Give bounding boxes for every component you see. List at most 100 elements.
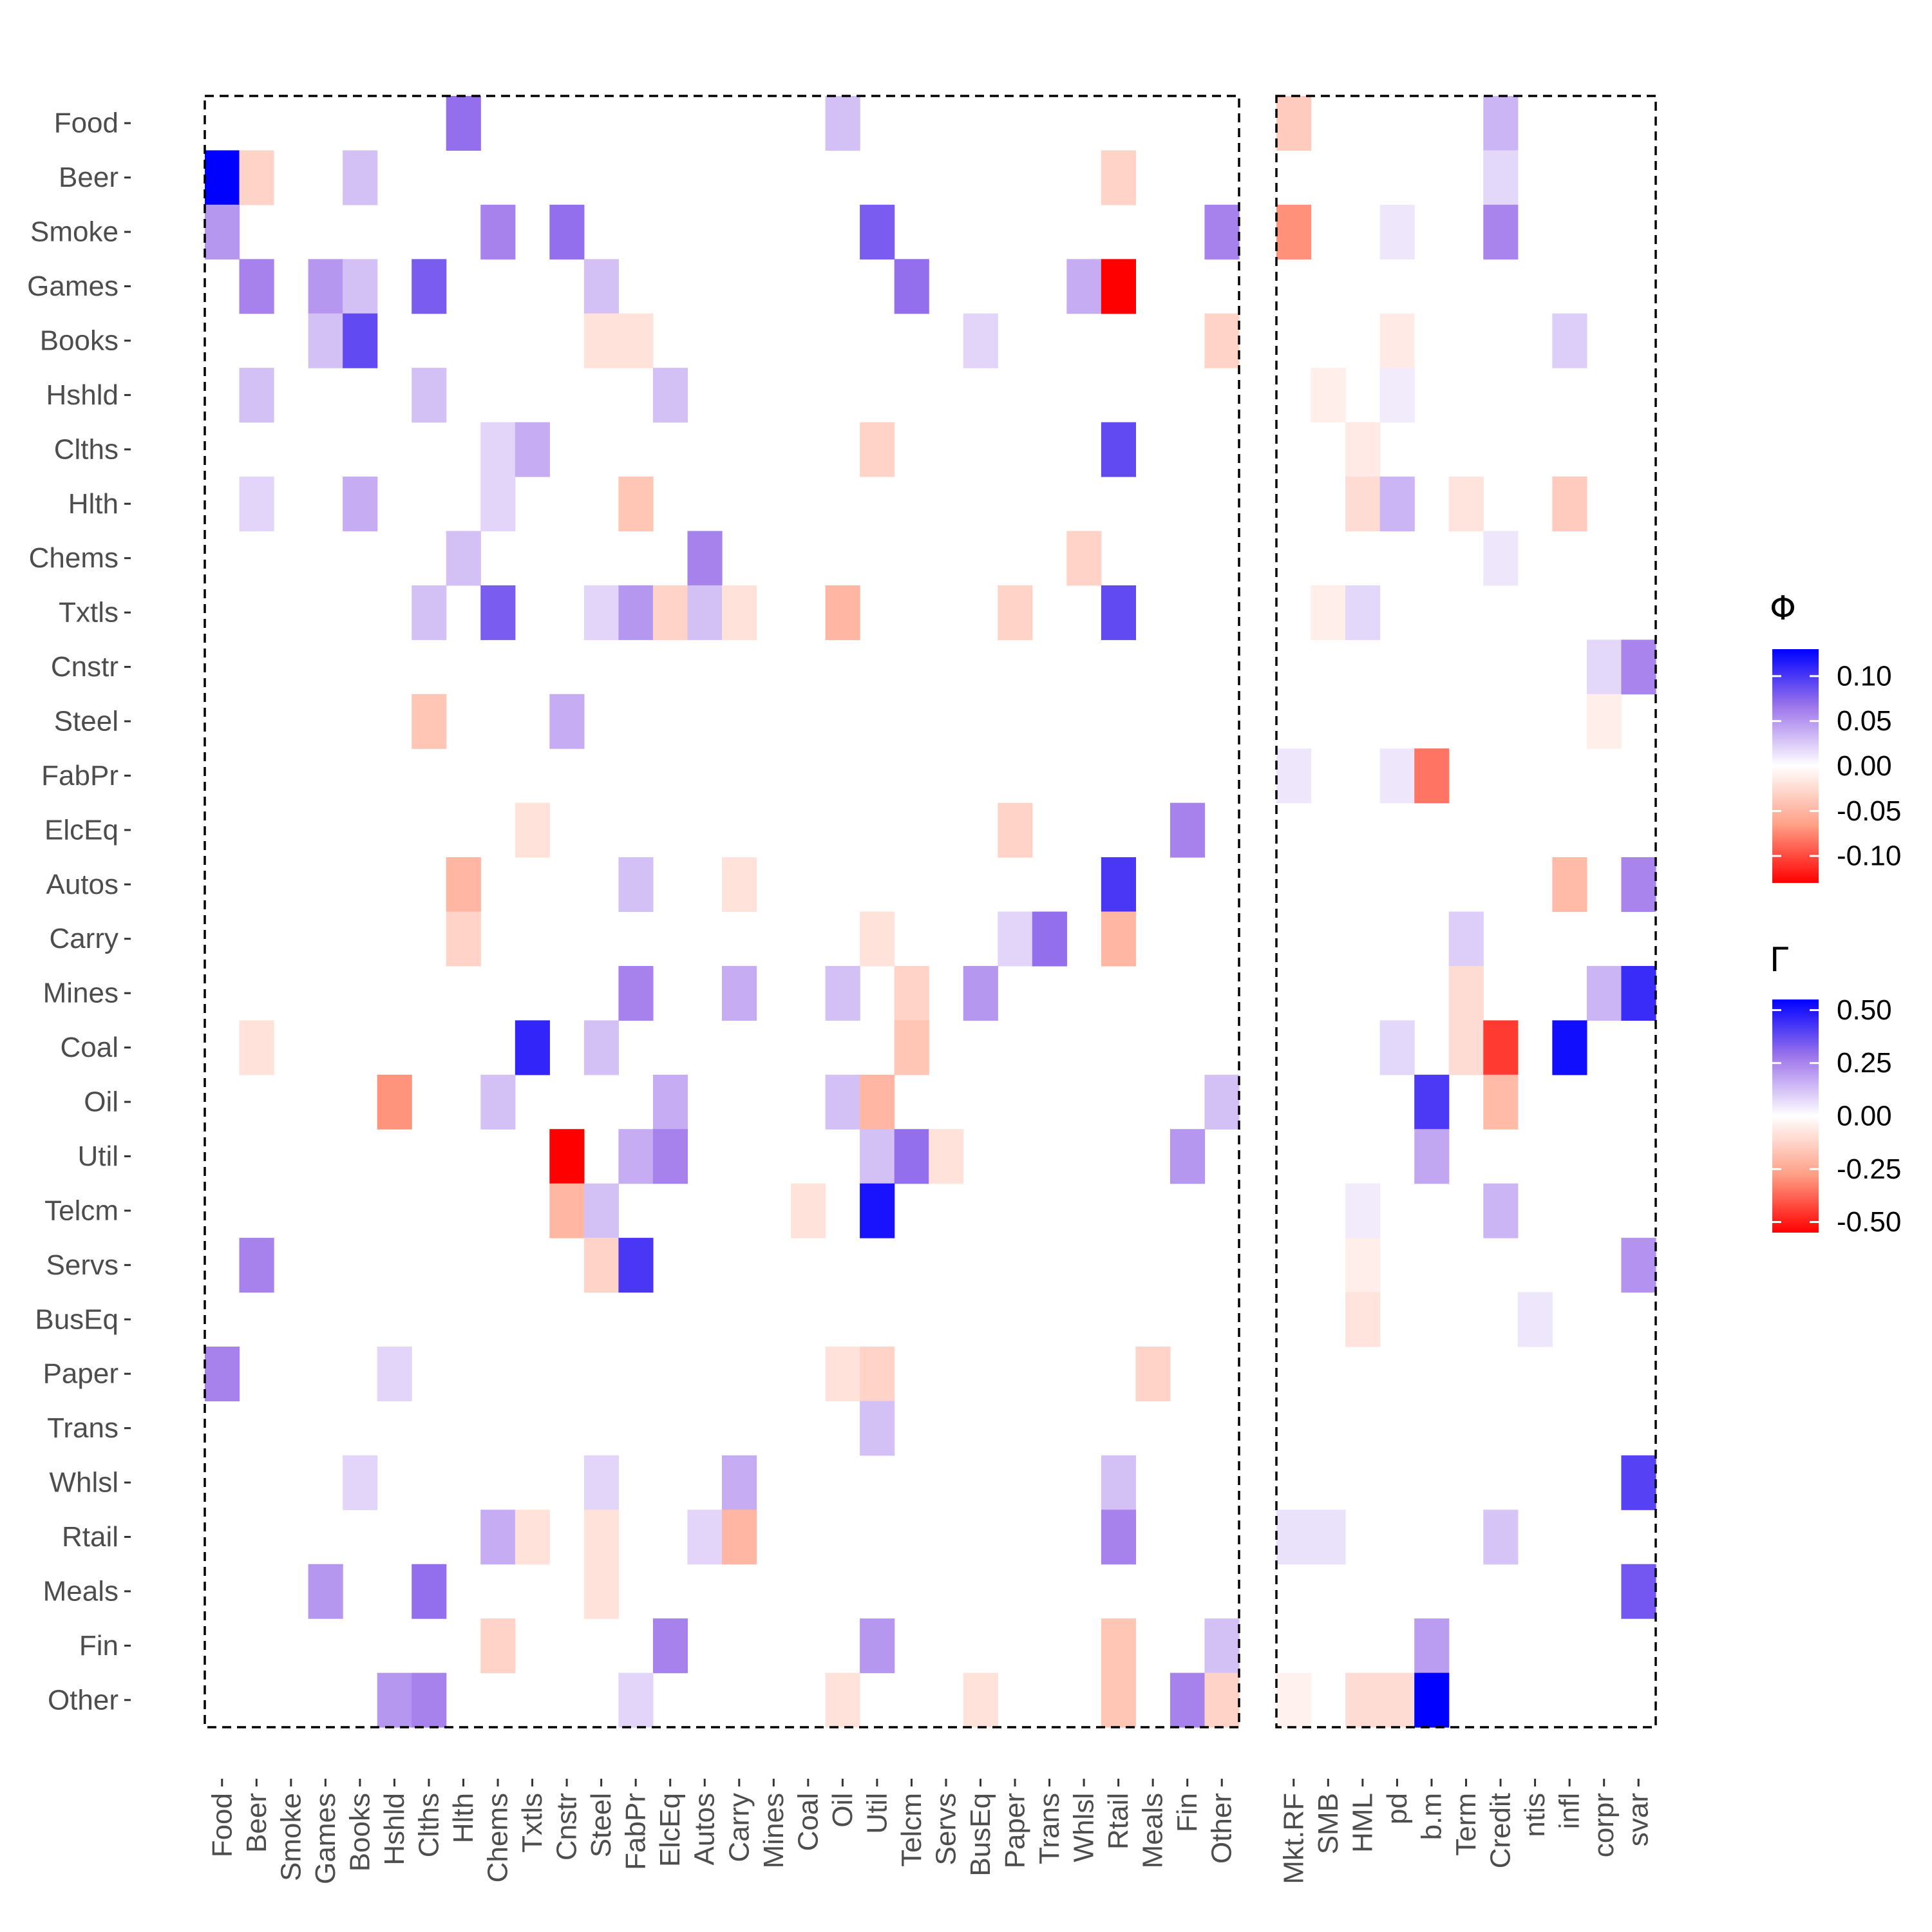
cell-util-telcm — [894, 1129, 929, 1184]
cell-txtls-oil — [825, 585, 860, 640]
y-tick-label-util: Util — [77, 1141, 118, 1172]
cell-util-cnstr — [549, 1129, 585, 1184]
cell-servs-steel — [583, 1238, 619, 1293]
cell-steel-cnstr — [549, 694, 585, 749]
y-tick-label-mines: Mines — [43, 978, 118, 1009]
cell-util-b-m — [1414, 1129, 1450, 1184]
y-tick-label-telcm: Telcm — [44, 1195, 118, 1226]
legend-tick-label-phi: -0.10 — [1837, 840, 1901, 872]
cell-mines-oil — [825, 965, 860, 1021]
cell-mines-corpr — [1586, 965, 1622, 1021]
cell-hlth-infl — [1552, 477, 1587, 532]
y-tick-label-servs: Servs — [46, 1249, 118, 1281]
cell-servs-fabpr — [618, 1238, 654, 1293]
cell-paper-hshld — [377, 1346, 412, 1401]
cell-hlth-pd — [1379, 477, 1415, 532]
cell-rtail-chems — [480, 1510, 516, 1565]
cell-books-fabpr — [618, 313, 654, 368]
legend-tick-label-gamma: -0.25 — [1837, 1153, 1901, 1185]
cell-hshld-smb — [1311, 368, 1346, 423]
cell-books-pd — [1379, 313, 1415, 368]
cell-clths-rtail — [1101, 422, 1136, 477]
x-tick-label-phi-autos: Autos — [689, 1793, 721, 1866]
cell-oil-other — [1204, 1074, 1240, 1130]
cell-smoke-util — [860, 204, 895, 260]
cell-elceq-txtls — [515, 802, 550, 858]
cell-beer-books — [343, 150, 378, 205]
x-tick-label-phi-steel: Steel — [585, 1793, 617, 1857]
cell-util-fin — [1170, 1129, 1206, 1184]
cell-autos-svar — [1621, 857, 1656, 913]
gamma-cells — [1276, 96, 1656, 1728]
cell-smoke-food — [205, 204, 240, 260]
cell-util-util — [860, 1129, 895, 1184]
cell-hlth-books — [343, 477, 378, 532]
y-tick-label-rtail: Rtail — [62, 1521, 118, 1553]
x-tick-label-phi-rtail: Rtail — [1103, 1793, 1134, 1850]
cell-txtls-smb — [1311, 585, 1346, 640]
cell-txtls-rtail — [1101, 585, 1136, 640]
cell-hlth-fabpr — [618, 477, 654, 532]
cell-fin-rtail — [1101, 1618, 1136, 1674]
cell-fabpr-b-m — [1414, 748, 1450, 804]
x-tick-label-phi-hshld: Hshld — [379, 1793, 410, 1866]
cell-rtail-smb — [1311, 1510, 1346, 1565]
cell-carry-rtail — [1101, 911, 1136, 967]
cell-telcm-cnstr — [549, 1183, 585, 1238]
cell-beer-food — [205, 150, 240, 205]
x-tick-label-phi-buseq: BusEq — [965, 1793, 996, 1877]
cell-mines-carry — [722, 965, 757, 1021]
y-tick-label-whlsl: Whlsl — [49, 1467, 118, 1499]
cell-meals-games — [308, 1564, 343, 1619]
cell-autos-carry — [722, 857, 757, 913]
cell-games-rtail — [1101, 259, 1136, 314]
cell-smoke-credit — [1483, 204, 1519, 260]
legend-tick-label-phi: 0.00 — [1837, 750, 1892, 782]
y-tick-label-fin: Fin — [79, 1630, 118, 1662]
cell-other-oil — [825, 1672, 860, 1728]
cell-txtls-paper — [998, 585, 1033, 640]
cell-other-hml — [1345, 1672, 1381, 1728]
x-tick-label-phi-smoke: Smoke — [275, 1793, 307, 1881]
cell-fin-b-m — [1414, 1618, 1450, 1674]
cell-elceq-fin — [1170, 802, 1206, 858]
y-tick-label-steel: Steel — [54, 705, 118, 737]
cell-coal-beer — [239, 1020, 274, 1075]
cell-games-books — [343, 259, 378, 314]
cell-txtls-chems — [480, 585, 516, 640]
x-tick-label-phi-fin: Fin — [1171, 1793, 1203, 1832]
cell-other-clths — [412, 1672, 447, 1728]
cell-paper-util — [860, 1346, 895, 1401]
cell-autos-rtail — [1101, 857, 1136, 913]
cell-books-buseq — [963, 313, 998, 368]
y-axis: Food Beer Smoke Games Books Hshld Clths Hlth Che… — [27, 108, 131, 1716]
cell-coal-credit — [1483, 1020, 1519, 1075]
x-tick-label-phi-servs: Servs — [931, 1793, 962, 1865]
cell-hlth-beer — [239, 477, 274, 532]
cell-food-hlth — [446, 96, 481, 151]
cell-other-other — [1204, 1672, 1240, 1728]
legend-tick-label-gamma: 0.00 — [1837, 1101, 1892, 1132]
legend-title-gamma: Γ — [1770, 941, 1788, 980]
x-tick-label-phi-chems: Chems — [482, 1793, 514, 1882]
cell-coal-telcm — [894, 1020, 929, 1075]
x-tick-label-phi-food: Food — [206, 1793, 238, 1857]
cell-rtail-steel — [583, 1510, 619, 1565]
cell-beer-rtail — [1101, 150, 1136, 205]
x-tick-label-gamma-pd: pd — [1381, 1793, 1413, 1824]
cell-smoke-pd — [1379, 204, 1415, 260]
cell-servs-svar — [1621, 1238, 1656, 1293]
cell-oil-util — [860, 1074, 895, 1130]
cell-telcm-hml — [1345, 1183, 1381, 1238]
cell-whlsl-books — [343, 1455, 378, 1510]
y-tick-label-autos: Autos — [46, 869, 118, 900]
cell-servs-hml — [1345, 1238, 1381, 1293]
y-tick-label-hshld: Hshld — [46, 379, 119, 411]
cell-meals-steel — [583, 1564, 619, 1619]
x-tick-label-gamma-mkt-rf: Mkt.RF — [1278, 1793, 1309, 1884]
x-tick-label-phi-games: Games — [310, 1793, 341, 1884]
cell-steel-corpr — [1586, 694, 1622, 749]
cell-rtail-carry — [722, 1510, 757, 1565]
x-tick-label-phi-fabpr: FabPr — [620, 1793, 652, 1870]
cell-whlsl-svar — [1621, 1455, 1656, 1510]
